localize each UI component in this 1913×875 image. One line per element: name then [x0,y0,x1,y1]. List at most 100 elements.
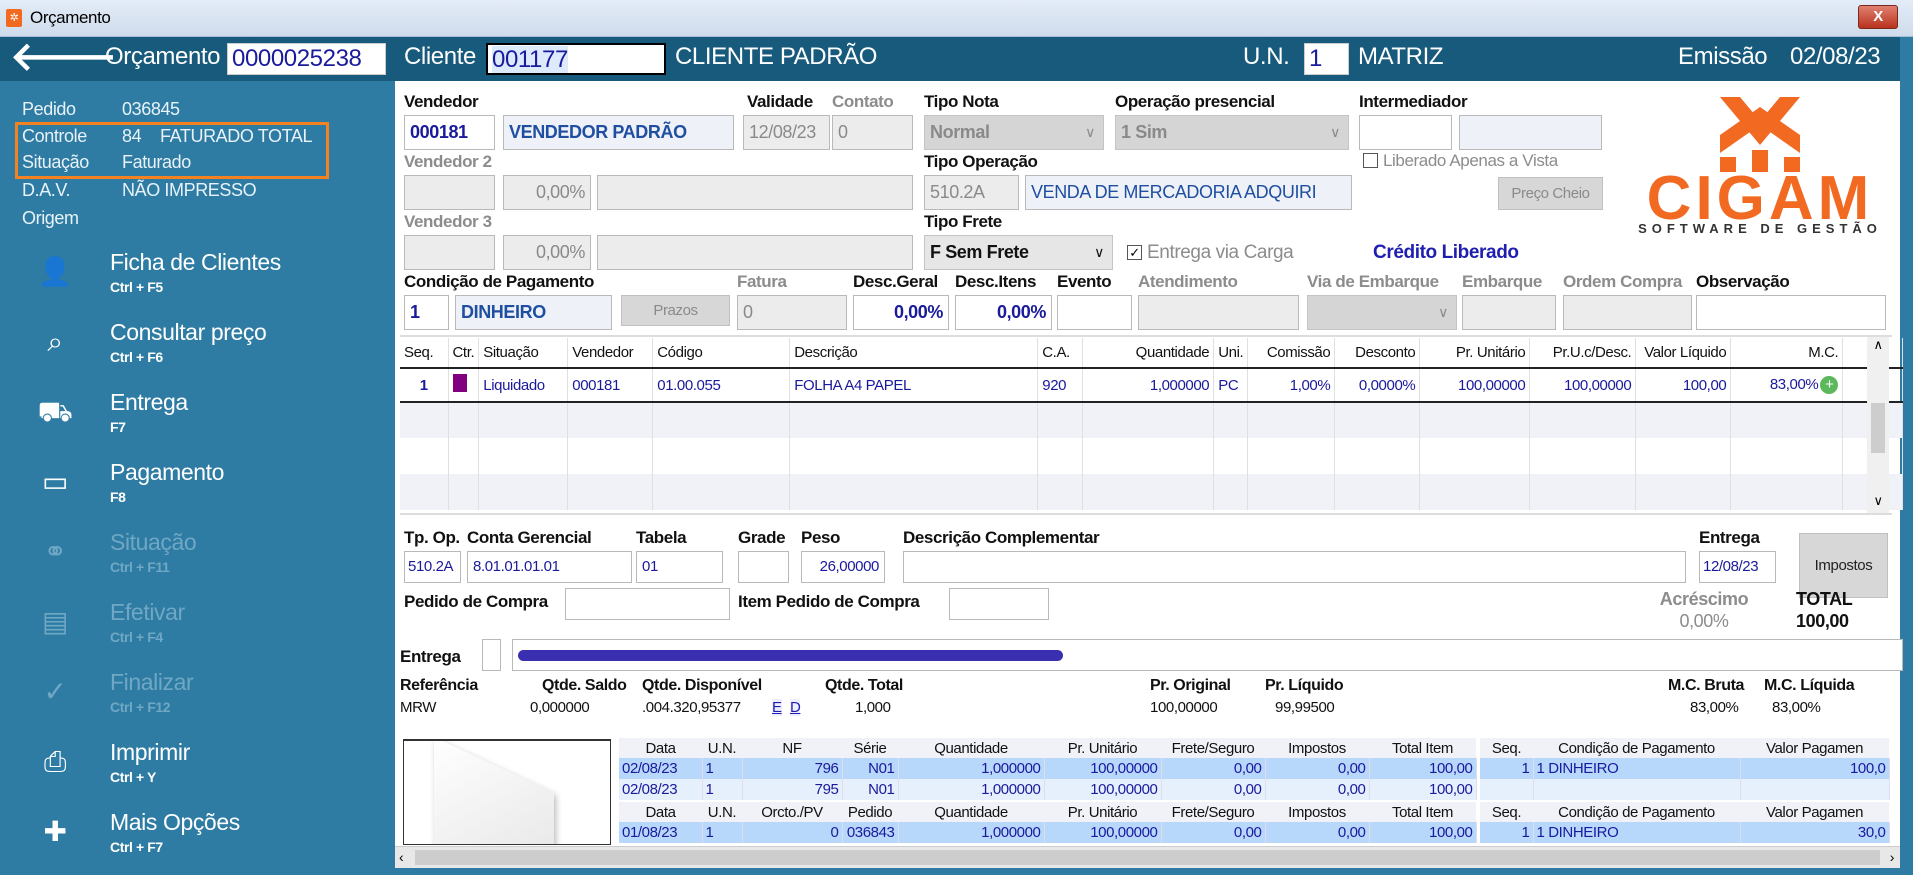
preco-cheio-button[interactable]: Preço Cheio [1498,177,1603,210]
grid-header[interactable]: Pr.U.c/Desc. [1529,338,1637,368]
vendedor3-pct[interactable]: 0,00% [503,235,591,270]
orcamento-input[interactable]: 0000025238 [227,43,386,75]
ordem-compra-input[interactable] [1563,295,1692,330]
grid-header[interactable]: Quantidade [1082,338,1215,368]
grid-header[interactable]: Comissão [1247,338,1336,368]
scroll-right-icon[interactable]: › [1889,849,1895,865]
column-header[interactable]: Seq. [1480,738,1533,758]
scroll-left-icon[interactable]: ‹ [399,849,404,865]
observacao-input[interactable] [1696,295,1886,330]
column-header[interactable]: Seq. [1480,802,1533,822]
back-arrow-icon[interactable]: 🡐 [10,35,117,79]
summary-link-e[interactable]: E [772,699,782,716]
menu-item-price-search[interactable]: ⌕ Consultar preço Ctrl + F6 [0,319,395,385]
column-header[interactable]: Data [619,738,702,758]
menu-item-document-check[interactable]: ▤ Efetivar Ctrl + F4 [0,599,395,665]
column-header[interactable]: Impostos [1265,802,1369,822]
entrega-date-input[interactable]: 12/08/23 [1699,551,1776,583]
table-row[interactable]: 01/08/23 1 0 036843 1,000000 100,00000 0,00 0,0… [619,822,1477,843]
scroll-thumb[interactable] [1871,403,1885,453]
entrega-addr-input[interactable] [512,639,1903,671]
column-header[interactable]: Condição de Pagamento [1533,738,1740,758]
horizontal-scrollbar[interactable]: ‹ › [395,846,1900,868]
add-circle-icon[interactable]: + [1820,376,1839,395]
column-header[interactable]: U.N. [702,738,742,758]
vendedor3-input[interactable] [404,235,495,270]
menu-item-money[interactable]: ▭ Pagamento F8 [0,459,395,525]
table-row[interactable]: 02/08/23 1 795 N01 1,000000 100,00000 0,00 0,00… [619,779,1477,800]
column-header[interactable]: Impostos [1265,738,1369,758]
column-header[interactable]: Quantidade [898,802,1044,822]
grid-header[interactable]: Vendedor [567,338,654,368]
validade-input[interactable]: 12/08/23 [743,115,830,150]
column-header[interactable]: Valor Pagamen [1740,802,1889,822]
column-header[interactable]: U.N. [702,802,742,822]
vendedor2-pct[interactable]: 0,00% [503,175,591,210]
impostos-button[interactable]: Impostos [1799,533,1888,598]
embarque-input[interactable] [1462,295,1556,330]
table-row[interactable] [1480,779,1890,800]
item-pedido-input[interactable] [949,588,1049,620]
items-grid-scrollbar[interactable]: ∧ ∨ [1867,337,1889,513]
prazos-button[interactable]: Prazos [621,295,730,326]
atendimento-input[interactable] [1138,295,1299,330]
column-header[interactable]: Pr. Unitário [1044,738,1161,758]
grid-header[interactable]: Seq. [400,338,449,368]
column-header[interactable]: Condição de Pagamento [1533,802,1740,822]
vendedor2-input[interactable] [404,175,495,210]
tabela-input[interactable]: 01 [636,551,723,583]
menu-item-printer[interactable]: ⎙ Imprimir Ctrl + Y [0,739,395,805]
vendedor-input[interactable]: 000181 [404,115,495,150]
cond-pag-input[interactable]: 1 [404,295,449,330]
table-row[interactable]: 1 Liquidado 000181 01.00.055 FOLHA A4 PAPEL 9… [400,367,1904,403]
column-header[interactable]: NF [742,738,842,758]
grid-header[interactable]: M.C. [1730,338,1844,368]
grid-header[interactable]: Ctr. [448,338,480,368]
grid-header[interactable]: C.A. [1037,338,1084,368]
desc-itens-input[interactable]: 0,00% [955,295,1052,330]
liberado-vista-checkbox[interactable] [1363,153,1378,168]
grid-header[interactable]: Descrição [789,338,1039,368]
desc-geral-input[interactable]: 0,00% [853,295,949,330]
tipo-frete-select[interactable]: F Sem Frete ∨ [924,235,1113,270]
grid-header[interactable]: Situação [478,338,569,368]
column-header[interactable]: Frete/Seguro [1161,738,1265,758]
op-presencial-select[interactable]: 1 Sim ∨ [1115,115,1349,150]
cliente-input[interactable]: 001177 [486,43,666,75]
column-header[interactable]: Orcto./PV [742,802,842,822]
fatura-input[interactable]: 0 [737,295,847,330]
menu-item-user[interactable]: 👤 Ficha de Clientes Ctrl + F5 [0,249,395,315]
entrega-addr-check[interactable] [482,639,501,671]
menu-item-truck[interactable]: ⛟ Entrega F7 [0,389,395,455]
grid-header[interactable]: Valor Líquido [1635,338,1732,368]
h-scroll-thumb[interactable] [415,850,1880,865]
column-header[interactable]: Pr. Unitário [1044,802,1161,822]
grid-header[interactable]: Uni. [1213,338,1249,368]
scroll-up-icon[interactable]: ∧ [1873,337,1883,352]
pedido-compra-input[interactable] [565,588,730,620]
desc-compl-input[interactable] [903,551,1686,583]
entrega-carga-checkbox[interactable]: ✓ [1127,245,1142,260]
column-header[interactable]: Série [842,738,898,758]
scroll-down-icon[interactable]: ∨ [1873,493,1883,508]
tipo-operacao-input[interactable]: 510.2A [924,175,1019,210]
peso-input[interactable]: 26,00000 [801,551,885,583]
tp-op-input[interactable]: 510.2A [404,551,461,583]
grid-header[interactable]: Código [652,338,791,368]
grade-input[interactable] [738,551,789,583]
grid-header[interactable]: Desconto [1334,338,1421,368]
column-header[interactable]: Data [619,802,702,822]
evento-input[interactable] [1057,295,1132,330]
un-input[interactable]: 1 [1304,43,1349,75]
conta-input[interactable]: 8.01.01.01.01 [467,551,632,583]
via-embarque-select[interactable]: ∨ [1307,295,1457,330]
column-header[interactable]: Frete/Seguro [1161,802,1265,822]
column-header[interactable]: Valor Pagamen [1740,738,1889,758]
column-header[interactable]: Pedido [842,802,898,822]
column-header[interactable]: Total Item [1369,738,1476,758]
menu-item-plus[interactable]: ✚ Mais Opções Ctrl + F7 [0,809,395,875]
intermediador-name[interactable] [1459,115,1602,150]
grid-header[interactable]: Pr. Unitário [1419,338,1531,368]
